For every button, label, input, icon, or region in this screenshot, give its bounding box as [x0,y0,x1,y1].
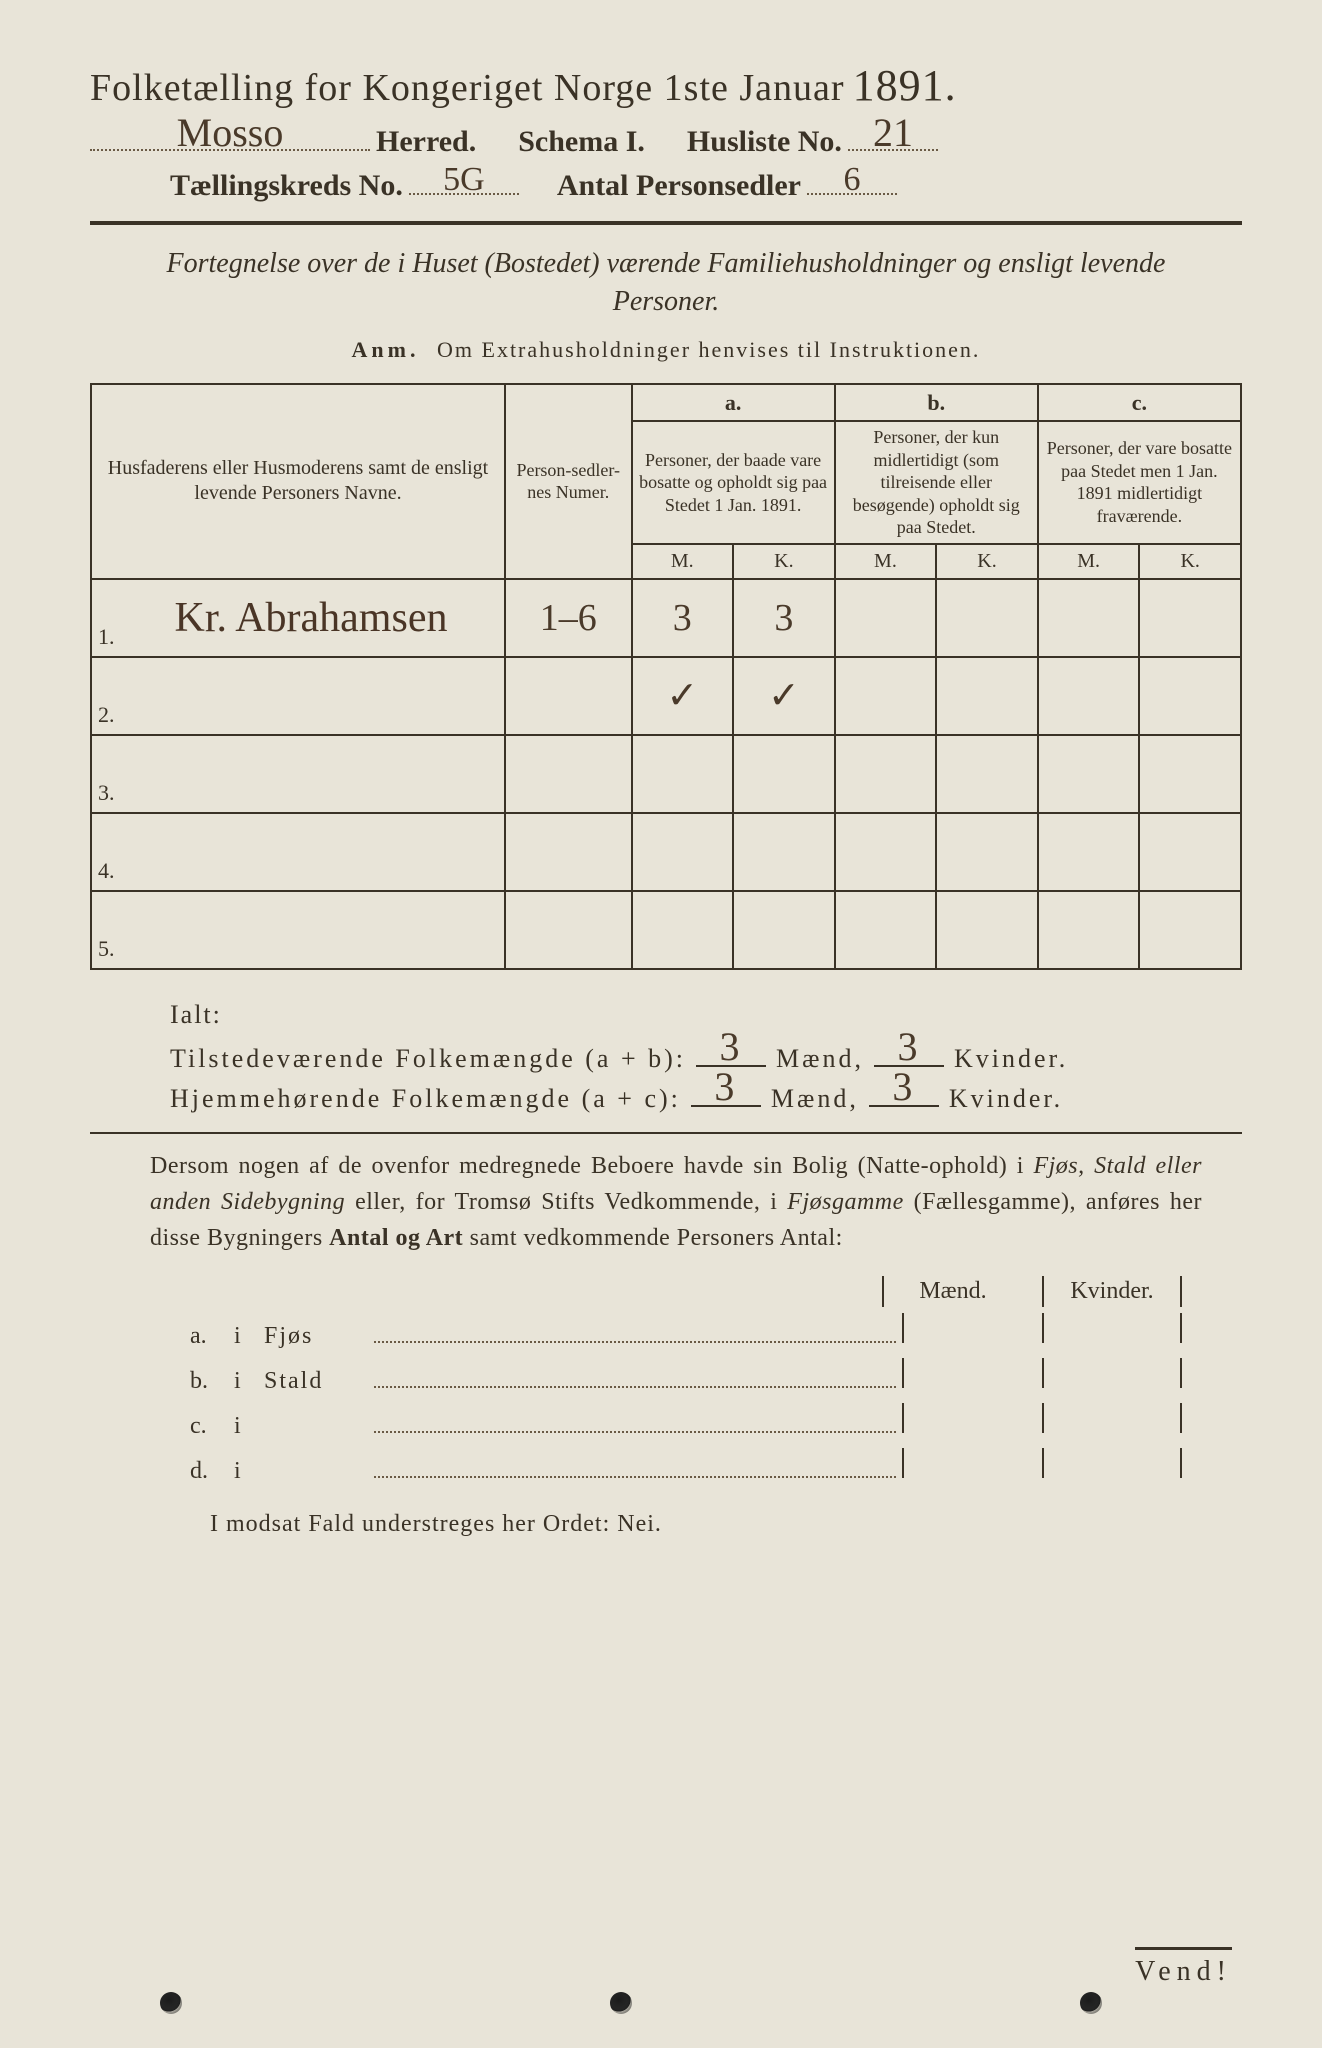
table-row: 1. Kr. Abrahamsen 1–6 3 3 [91,579,1241,657]
herred-label: Herred. [376,125,476,159]
col-names-header: Husfaderens eller Husmoderens samt de en… [91,384,505,579]
row-a-k: 3 [733,579,835,657]
census-table-body: 1. Kr. Abrahamsen 1–6 3 3 2. ✓ ✓ [91,579,1241,969]
line2-label: Hjemmehørende Folkemængde (a + c): [170,1084,681,1114]
title-year: 1891. [853,60,957,111]
row-number: 3. [98,780,115,806]
col-a-desc: Personer, der baade vare bosatte og opho… [632,421,835,544]
row-name-cell: 1. Kr. Abrahamsen [91,579,505,657]
col-b-k: K. [936,544,1038,579]
col-b-desc: Personer, der kun midlertidigt (som tilr… [835,421,1038,544]
census-form-page: Folketælling for Kongeriget Norge 1ste J… [0,0,1322,2048]
row-name: Kr. Abrahamsen [149,595,448,641]
col-b-label: b. [835,384,1038,422]
col-c-desc: Personer, der vare bosatte paa Stedet me… [1038,421,1241,544]
anm-label: Anm. [352,337,420,362]
row-a-m: 3 [632,579,734,657]
maend-label: Mænd, [776,1044,864,1074]
row-c-m [1038,579,1140,657]
table-row: 2. ✓ ✓ [91,657,1241,735]
kreds-value: 5G [409,163,519,197]
col-a-m: M. [632,544,734,579]
vend-label: Vend! [1135,1947,1232,1988]
table-row: 5. [91,891,1241,969]
herred-field: Mosso [90,149,370,151]
row-num-cell: 1–6 [505,579,632,657]
kvinder-label: Kvinder. [954,1044,1068,1074]
row-a-m: ✓ [632,657,734,735]
title-main: Folketælling for Kongeriget Norge 1ste J… [90,66,845,110]
kreds-label: Tællingskreds No. [170,169,403,203]
punch-hole-icon [610,1992,632,2014]
row-number: 4. [98,858,115,884]
totals-block: Ialt: Tilstedeværende Folkemængde (a + b… [170,1000,1242,1114]
building-row: d. i [190,1448,1182,1485]
row-name-cell: 5. [91,891,505,969]
table-row: 4. [91,813,1241,891]
row-number: 5. [98,936,115,962]
building-table-head: Mænd. Kvinder. [190,1276,1182,1307]
side-head-m: Mænd. [882,1276,1022,1307]
line2-m-field: 3 [691,1105,761,1107]
building-table: Mænd. Kvinder. a. i Fjøs b. i Stald c. i… [190,1276,1182,1485]
anm-line: Anm. Om Extrahusholdninger henvises til … [90,337,1242,363]
col-c-label: c. [1038,384,1241,422]
nei-line: I modsat Fald understreges her Ordet: Ne… [210,1511,1242,1538]
punch-hole-icon [1080,1992,1102,2014]
kreds-field: 5G [409,193,519,195]
herred-value: Mosso [90,113,370,153]
subtitle: Fortegnelse over de i Huset (Bostedet) v… [130,245,1202,321]
line2-k-field: 3 [869,1105,939,1107]
row-a-k: ✓ [733,657,835,735]
row-c-k [1139,579,1241,657]
col-num-header: Person-sedler-nes Numer. [505,384,632,579]
col-c-k: K. [1139,544,1241,579]
header-row-2: Tællingskreds No. 5G Antal Personsedler … [90,169,1242,203]
col-a-k: K. [733,544,835,579]
row-number: 1. [98,624,115,650]
anm-text: Om Extrahusholdninger henvises til Instr… [437,337,980,362]
row-b-k [936,579,1038,657]
kvinder-label: Kvinder. [949,1084,1063,1114]
page-title: Folketælling for Kongeriget Norge 1ste J… [90,60,1242,111]
husliste-label: Husliste No. [687,125,842,159]
row-number: 2. [98,702,115,728]
side-head-k: Kvinder. [1042,1276,1182,1307]
row-name-cell: 2. [91,657,505,735]
row-b-m [835,579,937,657]
col-a-label: a. [632,384,835,422]
schema-label: Schema I. [518,125,645,159]
building-row: b. i Stald [190,1358,1182,1395]
building-row: c. i [190,1403,1182,1440]
antal-label: Antal Personsedler [557,169,801,203]
antal-value: 6 [807,163,897,197]
table-row: 3. [91,735,1241,813]
maend-label: Mænd, [771,1084,859,1114]
husliste-field: 21 [848,149,938,151]
header-row-1: Mosso Herred. Schema I. Husliste No. 21 [90,125,1242,159]
divider [90,221,1242,225]
row-num-cell [505,657,632,735]
line1-label: Tilstedeværende Folkemængde (a + b): [170,1044,686,1074]
husliste-value: 21 [848,113,938,153]
col-b-m: M. [835,544,937,579]
instructions-paragraph: Dersom nogen af de ovenfor medregnede Be… [150,1148,1202,1256]
census-table: Husfaderens eller Husmoderens samt de en… [90,383,1242,970]
building-row: a. i Fjøs [190,1313,1182,1350]
row-name-cell: 3. [91,735,505,813]
row-name-cell: 4. [91,813,505,891]
antal-field: 6 [807,193,897,195]
divider [90,1132,1242,1134]
punch-hole-icon [160,1992,182,2014]
col-c-m: M. [1038,544,1140,579]
ialt-title: Ialt: [170,1000,1242,1030]
totals-line-2: Hjemmehørende Folkemængde (a + c): 3 Mæn… [170,1084,1242,1114]
